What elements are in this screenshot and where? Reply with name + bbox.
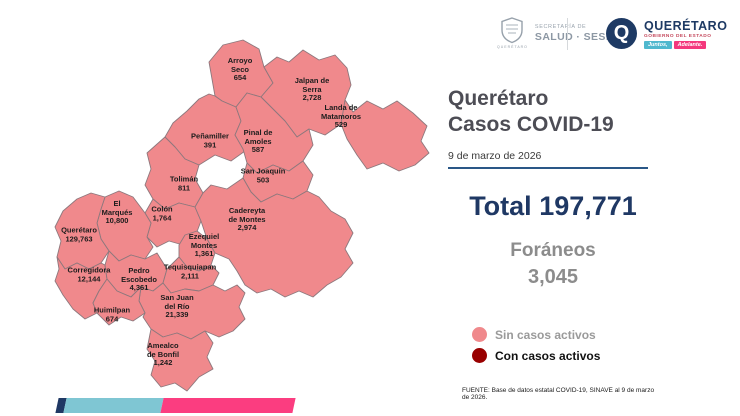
salud-seseq-label: SALUD · SESEQ bbox=[534, 31, 622, 43]
municipality-shape-huimilpan bbox=[92, 278, 146, 326]
gobierno-logo: Q QUERÉTARO GOBIERNO DEL ESTADO Juntos, … bbox=[606, 18, 727, 49]
logo-divider bbox=[567, 18, 568, 50]
page-title: Querétaro Casos COVID-19 bbox=[448, 86, 658, 137]
legend-row-con-casos: Con casos activos bbox=[472, 348, 658, 364]
source-note: FUENTE: Base de datos estatal COVID-19, … bbox=[462, 387, 655, 402]
total-cases: Total 197,771 bbox=[448, 191, 658, 222]
gobierno-name: QUERÉTARO bbox=[644, 18, 728, 33]
foraneos-block: Foráneos 3,045 bbox=[448, 240, 658, 289]
juntos-badge: Juntos, bbox=[644, 40, 672, 49]
header: QUERÉTARO SECRETARÍA DE SALUD · SESEQ Q … bbox=[0, 0, 740, 60]
sin-casos-dot-icon bbox=[472, 327, 487, 343]
secretaria-de-label: SECRETARÍA DE bbox=[534, 24, 587, 30]
secretaria-salud-logo: QUERÉTARO SECRETARÍA DE SALUD · SESEQ bbox=[497, 16, 622, 49]
legend-row-sin-casos: Sin casos activos bbox=[472, 327, 658, 343]
crest-caption: QUERÉTARO bbox=[497, 45, 528, 49]
municipality-shape-queretaro bbox=[54, 192, 110, 270]
foraneos-value: 3,045 bbox=[527, 266, 579, 289]
total-value: 197,771 bbox=[539, 191, 637, 222]
bar-segment-pink bbox=[160, 398, 296, 413]
con-casos-dot-icon bbox=[472, 348, 487, 364]
gobierno-badges: Juntos, Adelante. bbox=[644, 40, 727, 49]
total-label: Total bbox=[469, 191, 532, 222]
con-casos-label: Con casos activos bbox=[495, 348, 601, 363]
gobierno-subtitle: GOBIERNO DEL ESTADO bbox=[644, 33, 712, 39]
queretaro-q-icon: Q bbox=[606, 18, 637, 49]
municipality-shape-landa-de-matamoros bbox=[340, 99, 430, 172]
gobierno-text: QUERÉTARO GOBIERNO DEL ESTADO Juntos, Ad… bbox=[644, 19, 727, 49]
foraneos-label: Foráneos bbox=[510, 240, 596, 262]
municipality-shape-amealco-de-bonfil bbox=[146, 328, 214, 392]
crest-icon: QUERÉTARO bbox=[497, 16, 528, 49]
sin-casos-label: Sin casos activos bbox=[495, 327, 596, 342]
bottom-accent-bar bbox=[55, 398, 296, 413]
info-panel: Querétaro Casos COVID-19 9 de marzo de 2… bbox=[448, 86, 658, 401]
bar-segment-cyan bbox=[63, 398, 164, 413]
municipality-shape-cadereyta-de-montes bbox=[194, 177, 354, 298]
municipality-shape-san-juan-del-rio bbox=[138, 282, 246, 340]
secretaria-salud-text: SECRETARÍA DE SALUD · SESEQ bbox=[535, 22, 622, 43]
legend: Sin casos activos Con casos activos bbox=[472, 327, 658, 364]
title-line-2: Casos COVID-19 bbox=[448, 112, 614, 136]
date-underline: 9 de marzo de 2026 bbox=[448, 146, 648, 170]
adelante-badge: Adelante. bbox=[673, 40, 707, 49]
title-line-1: Querétaro bbox=[448, 87, 549, 110]
report-date: 9 de marzo de 2026 bbox=[448, 150, 542, 163]
